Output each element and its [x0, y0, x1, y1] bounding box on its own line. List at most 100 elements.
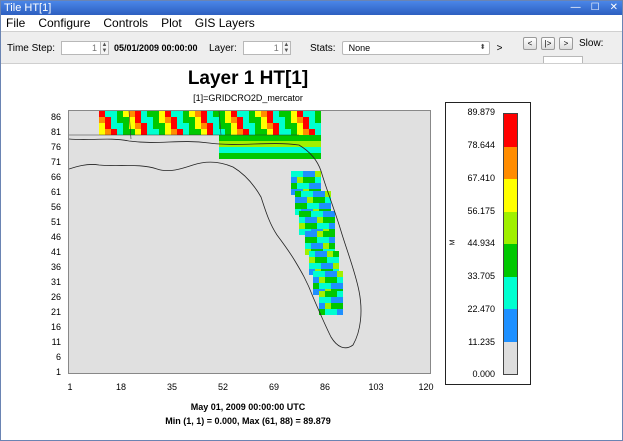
tile-cell [105, 123, 111, 129]
tile-cell [135, 123, 141, 129]
tile-cell [337, 297, 343, 303]
tile-cell [331, 291, 337, 297]
tile-cell [305, 211, 311, 217]
tile-cell [303, 141, 309, 147]
tile-cell [147, 123, 153, 129]
tile-cell [285, 135, 291, 141]
tile-cell [237, 147, 243, 153]
time-step-stepper[interactable]: ▲ ▼ [100, 41, 109, 55]
menu-plot[interactable]: Plot [161, 16, 182, 30]
tile-cell [147, 129, 153, 135]
tile-cell [189, 111, 195, 117]
tile-cell [303, 135, 309, 141]
tile-cell [273, 117, 279, 123]
tile-cell [243, 123, 249, 129]
tile-cell [291, 189, 297, 195]
close-icon[interactable]: ✕ [609, 2, 618, 13]
layer-stepper[interactable]: ▲ ▼ [282, 41, 291, 55]
tile-cell [129, 117, 135, 123]
play-button[interactable]: |> [541, 37, 555, 50]
time-step-input[interactable]: 1 [60, 41, 101, 55]
tile-cell [201, 117, 207, 123]
tile-cell [313, 191, 319, 197]
tile-cell [207, 129, 213, 135]
tile-cell [337, 291, 343, 297]
tile-cell [313, 277, 319, 283]
tile-cell [323, 231, 329, 237]
stats-select[interactable]: None ⬍ [341, 41, 490, 55]
tile-cell [317, 217, 323, 223]
layer-input[interactable]: 1 [242, 41, 283, 55]
tile-cell [311, 223, 317, 229]
legend-label: 22.470 [467, 304, 495, 314]
stats-select-value: None [348, 43, 371, 53]
tile-cell [231, 111, 237, 117]
tile-cell [267, 147, 273, 153]
tile-cell [327, 263, 333, 269]
tile-cell [323, 211, 329, 217]
tile-cell [231, 147, 237, 153]
y-tick: 86 [50, 112, 61, 122]
tile-cell [317, 231, 323, 237]
tile-cell [285, 153, 291, 159]
tile-cell [171, 117, 177, 123]
tile-cell [213, 123, 219, 129]
tile-cell [333, 257, 339, 263]
tile-cell [303, 183, 309, 189]
tile-cell [321, 251, 327, 257]
y-tick: 51 [50, 217, 61, 227]
tile-cell [147, 111, 153, 117]
legend-swatch [504, 114, 517, 147]
tile-cell [255, 117, 261, 123]
minimize-icon[interactable]: — [570, 2, 581, 13]
menu-configure[interactable]: Configure [38, 16, 91, 30]
speed-control[interactable] [543, 56, 583, 63]
tile-cell [183, 129, 189, 135]
menu-file[interactable]: File [6, 16, 26, 30]
state-border [69, 111, 299, 140]
tile-cell [327, 251, 333, 257]
tile-cell [337, 303, 343, 309]
stats-arrow[interactable]: > [496, 42, 503, 54]
tile-cell [315, 263, 321, 269]
tile-cell [237, 123, 243, 129]
chevron-up-down-icon: ⬍ [479, 44, 486, 51]
tile-cell [309, 177, 315, 183]
tile-cell [261, 129, 267, 135]
maximize-icon[interactable]: ☐ [590, 2, 600, 13]
tile-cell [323, 243, 329, 249]
y-tick: 36 [50, 262, 61, 272]
tile-cell [297, 129, 303, 135]
prev-step-button[interactable]: < [523, 37, 537, 50]
legend-label: 44.934 [467, 238, 495, 248]
y-tick: 61 [50, 187, 61, 197]
next-step-button[interactable]: > [559, 37, 573, 50]
plot-footer-minmax: Min (1, 1) = 0.000, Max (61, 88) = 89.87… [165, 416, 331, 426]
tile-cells [99, 111, 343, 315]
tile-cell [255, 153, 261, 159]
menu-controls[interactable]: Controls [103, 16, 149, 30]
x-tick: 52 [217, 382, 228, 392]
y-tick: 81 [50, 127, 61, 137]
tile-cell [123, 117, 129, 123]
tile-cell [123, 123, 129, 129]
tile-cell [141, 111, 147, 117]
tile-cell [255, 135, 261, 141]
tile-cell [273, 129, 279, 135]
tile-cell [195, 111, 201, 117]
x-tick: 69 [268, 382, 279, 392]
legend-label: 56.175 [467, 206, 495, 216]
tile-cell [319, 291, 325, 297]
map-canvas[interactable] [68, 110, 431, 374]
menu-gis-layers[interactable]: GIS Layers [194, 16, 255, 30]
tile-cell [329, 211, 335, 217]
tile-cell [249, 153, 255, 159]
legend-label: 0.000 [472, 369, 495, 379]
tile-cell [313, 289, 319, 295]
tile-cell [219, 153, 225, 159]
tile-cell [291, 111, 297, 117]
x-tick: 18 [115, 382, 126, 392]
tile-cell [219, 123, 225, 129]
tile-cell [243, 111, 249, 117]
